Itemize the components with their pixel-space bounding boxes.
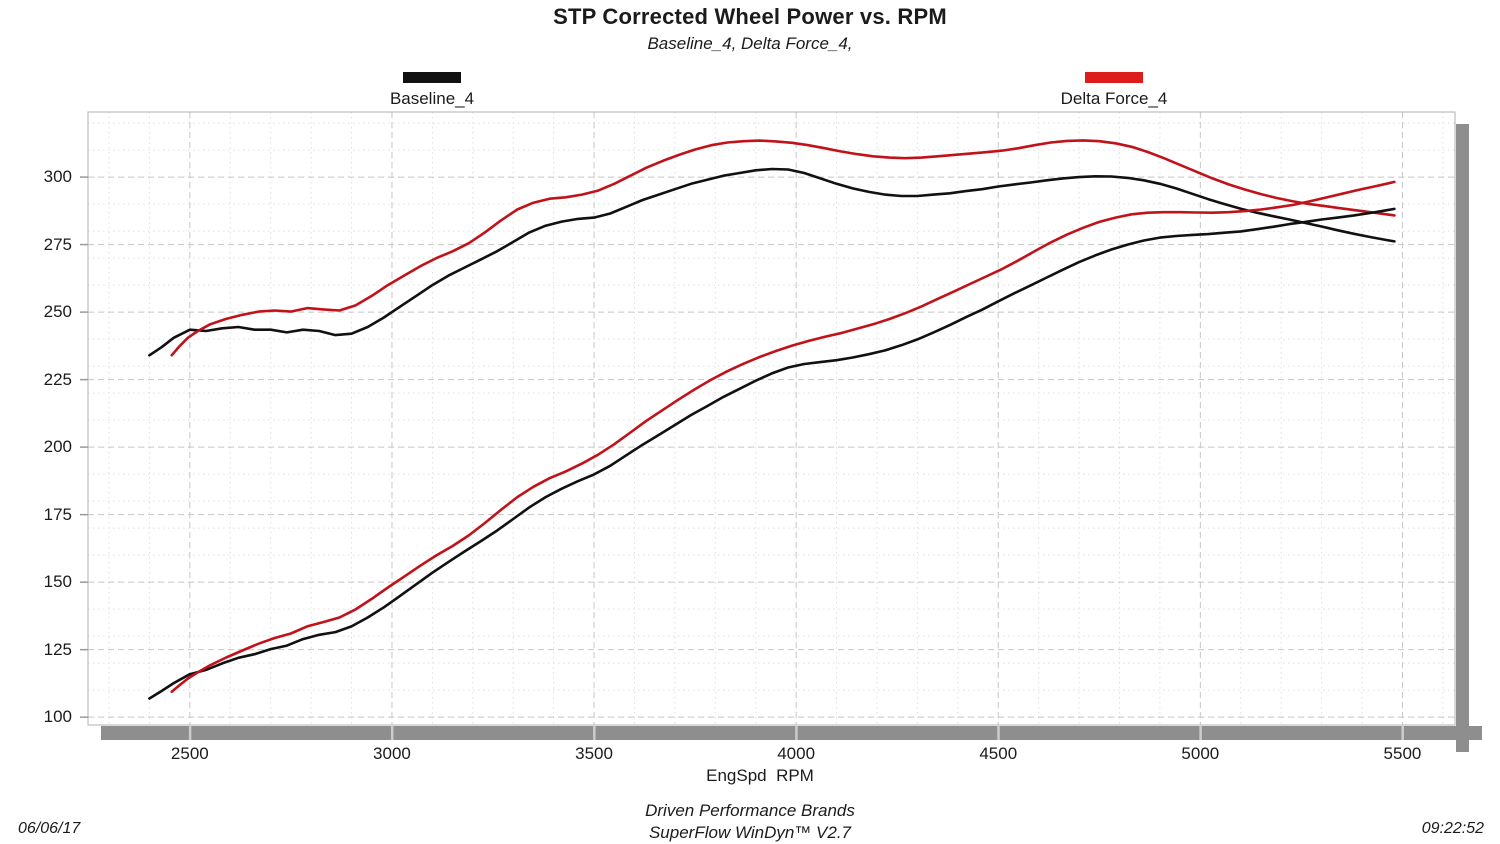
shadow-bar-right [1456, 124, 1469, 752]
x-tick-label: 4500 [979, 744, 1018, 763]
x-tick-label: 5000 [1181, 744, 1220, 763]
plot-frame [87, 111, 1456, 726]
curve-baseline-4-upper [148, 167, 1396, 357]
y-tick-label: 300 [43, 167, 72, 187]
curve-delta-force-4-upper [170, 139, 1396, 357]
y-tick-label: 125 [43, 639, 72, 659]
x-tick-label: 3500 [575, 744, 613, 763]
shadow-bar-notch [795, 726, 798, 740]
shadow-bar-notch [188, 726, 192, 740]
footer-brand: Driven Performance Brands [645, 801, 855, 820]
shadow-bar-bottom [101, 726, 1482, 740]
x-axis-title: EngSpd RPM [706, 766, 814, 785]
page-subtitle: Baseline_4, Delta Force_4, [647, 34, 853, 53]
shadow-bar-notch [1199, 726, 1202, 740]
shadow-bar-notch [997, 726, 1000, 740]
y-tick-label: 275 [43, 234, 72, 254]
page-title: STP Corrected Wheel Power vs. RPM [553, 4, 947, 29]
y-tick-label: 100 [43, 707, 72, 727]
footer-date: 06/06/17 [18, 820, 81, 837]
shadow-bar-notch [390, 726, 394, 740]
y-tick-label: 225 [43, 369, 72, 389]
legend-baseline-swatch [403, 72, 461, 83]
x-tick-label: 2500 [170, 744, 209, 763]
shadow-bar-notch [1401, 726, 1404, 740]
y-tick-label: 150 [43, 572, 72, 592]
footer-software: SuperFlow WinDyn™ V2.7 [648, 823, 852, 842]
legend-delta-label: Delta Force_4 [1060, 89, 1168, 108]
y-tick-label: 200 [43, 437, 72, 457]
shadow-bar-notch [593, 726, 596, 740]
legend-delta-swatch [1085, 72, 1143, 83]
legend-baseline-label: Baseline_4 [389, 89, 475, 108]
curve-baseline-4-lower [148, 207, 1396, 700]
curve-delta-force-4-lower [170, 180, 1396, 694]
y-tick-label: 250 [43, 302, 72, 322]
x-tick-label: 5500 [1383, 744, 1422, 763]
footer-time: 09:22:52 [1421, 820, 1484, 837]
x-tick-label: 3000 [373, 744, 411, 763]
y-tick-label: 175 [43, 504, 72, 524]
x-tick-label: 4000 [777, 744, 816, 763]
